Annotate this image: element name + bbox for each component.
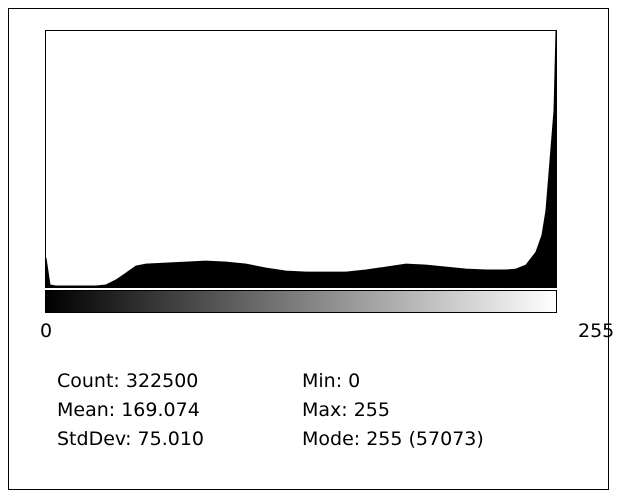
stat-text: Mean: 169.074	[57, 399, 200, 421]
stat-text: Max: 255	[302, 399, 390, 421]
x-tick-label: 0	[40, 320, 52, 342]
lut-bar	[45, 290, 557, 313]
histogram-area	[45, 30, 557, 288]
stat-text: Count: 322500	[57, 370, 198, 392]
x-tick-label: 255	[578, 320, 614, 342]
plot-frame	[45, 30, 557, 288]
stat-text: StdDev: 75.010	[57, 428, 204, 450]
stat-text: Mode: 255 (57073)	[302, 428, 484, 450]
stat-text: Min: 0	[302, 370, 360, 392]
